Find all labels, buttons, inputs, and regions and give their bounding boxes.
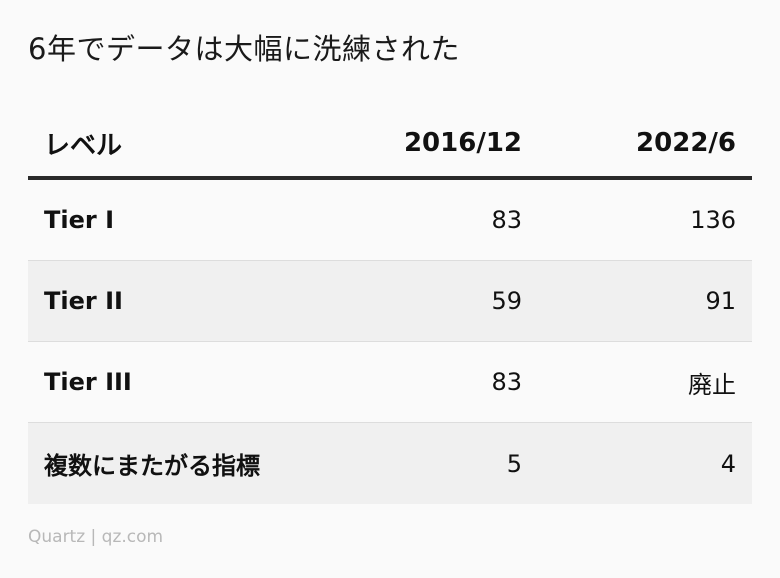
chart-title: 6年でデータは大幅に洗練された: [28, 32, 460, 66]
cell-value-2022: 4: [720, 449, 736, 478]
column-header-2016-12: 2016/12: [403, 128, 522, 158]
source-credit: Quartz | qz.com: [28, 527, 164, 547]
table-row: Tier I 83 136: [28, 180, 752, 261]
cell-value-2016: 5: [506, 449, 522, 478]
table-row: 複数にまたがる指標 5 4: [28, 423, 752, 504]
column-header-2022-6: 2022/6: [636, 128, 736, 158]
row-label: Tier I: [44, 206, 114, 234]
row-label: 複数にまたがる指標: [44, 452, 260, 480]
cell-value-2022: 136: [690, 206, 736, 234]
cell-value-2016: 83: [491, 206, 522, 234]
row-label: Tier II: [44, 287, 123, 315]
cell-value-2022: 廃止: [688, 370, 736, 399]
table-header: レベル 2016/12 2022/6: [28, 110, 752, 180]
cell-value-2022: 91: [705, 287, 736, 315]
data-table: レベル 2016/12 2022/6 Tier I 83 136 Tier II…: [28, 110, 752, 504]
column-header-level: レベル: [44, 130, 123, 161]
row-label: Tier III: [44, 368, 132, 396]
cell-value-2016: 83: [491, 368, 522, 396]
table-row: Tier III 83 廃止: [28, 342, 752, 423]
table-row: Tier II 59 91: [28, 261, 752, 342]
cell-value-2016: 59: [491, 287, 522, 315]
